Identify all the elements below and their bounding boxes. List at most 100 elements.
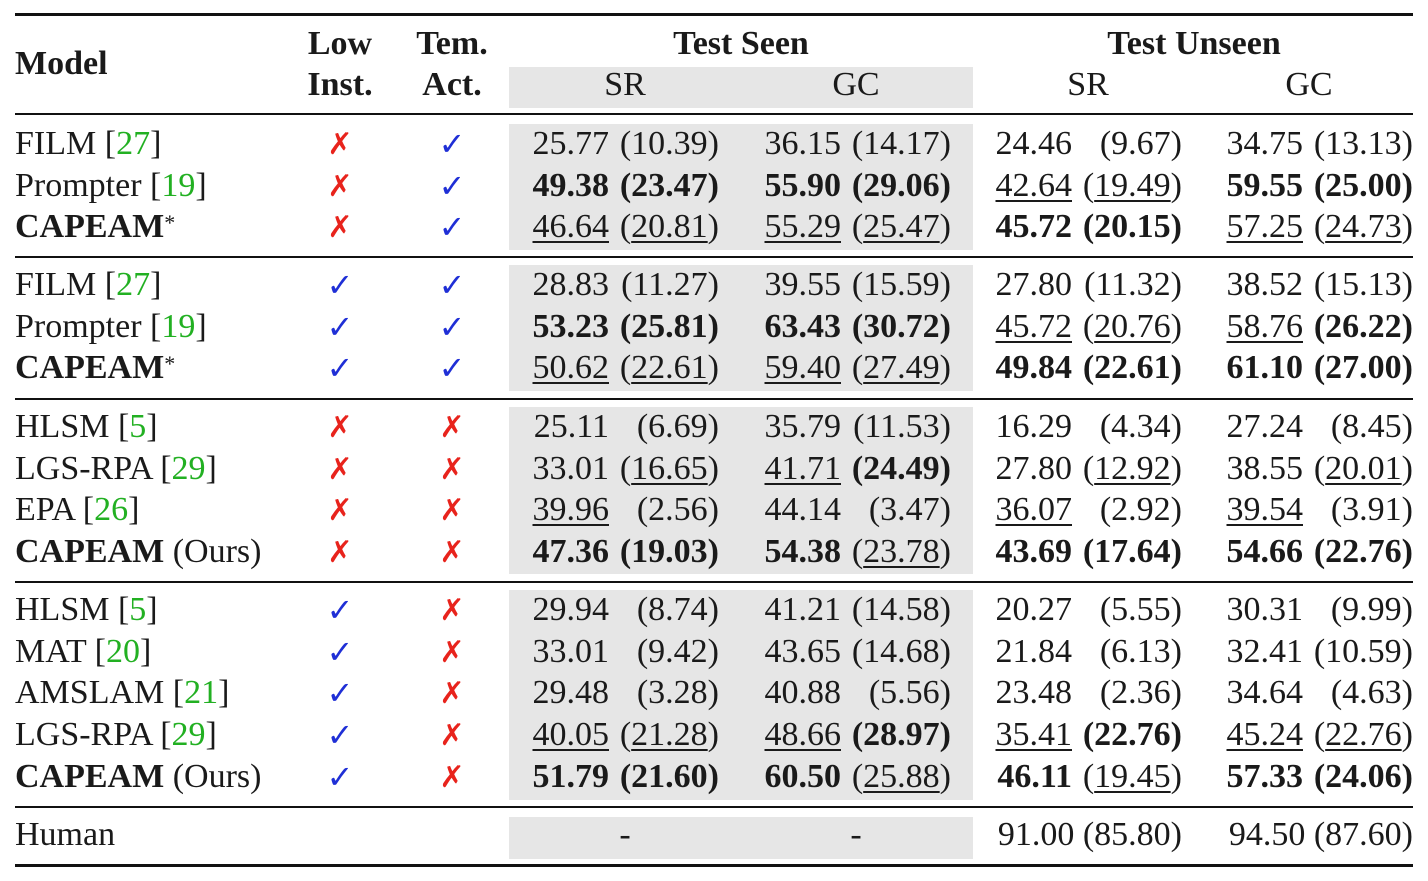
model-name: LGS-RPA [29] bbox=[15, 715, 217, 755]
model-name: FILM [27] bbox=[15, 265, 161, 305]
cross-icon: ✗ bbox=[327, 493, 353, 528]
value-number: 53.23 bbox=[532, 308, 610, 345]
paren-value: 25.47 bbox=[863, 208, 940, 245]
citation-link[interactable]: 29 bbox=[171, 716, 206, 753]
value-number: 45.24 bbox=[1226, 716, 1304, 753]
cell-value: 23.48 bbox=[996, 673, 1073, 713]
test-seen-shade-group-3 bbox=[509, 407, 973, 574]
paren-open: ( bbox=[1099, 674, 1112, 711]
citation-link[interactable]: 5 bbox=[129, 408, 147, 445]
check-icon: ✓ bbox=[438, 308, 466, 346]
citation-link[interactable]: 26 bbox=[94, 491, 129, 528]
model-name: EPA [26] bbox=[15, 490, 139, 530]
cell-value: 48.66 bbox=[765, 715, 842, 755]
paren-open: ( bbox=[1313, 266, 1326, 303]
paren-open: ( bbox=[851, 167, 864, 204]
paren-open: ( bbox=[851, 633, 864, 670]
low-inst-mark: ✗ bbox=[290, 166, 390, 207]
paren-close: ) bbox=[1401, 674, 1413, 711]
paren-close: ) bbox=[1170, 266, 1182, 303]
value-number: 33.01 bbox=[532, 450, 610, 487]
low-inst-mark: ✗ bbox=[290, 532, 390, 573]
value-number: 35.79 bbox=[764, 408, 842, 445]
value-number: 27.24 bbox=[1226, 408, 1304, 445]
paren-close: ) bbox=[1401, 758, 1413, 795]
paren-open: ( bbox=[851, 758, 864, 795]
paren-close: ) bbox=[1401, 167, 1413, 204]
check-icon: ✓ bbox=[326, 308, 354, 346]
paren-open: ( bbox=[619, 125, 632, 162]
paren-open: ( bbox=[1313, 349, 1326, 386]
value-number: 27.80 bbox=[995, 450, 1073, 487]
value-number: 45.72 bbox=[995, 308, 1073, 345]
cell-paren: (21.28) bbox=[620, 715, 719, 755]
value-number: 34.64 bbox=[1226, 674, 1304, 711]
cell-value: 45.72 bbox=[996, 307, 1073, 347]
cell-paren: (5.56) bbox=[869, 673, 951, 713]
value-number: 47.36 bbox=[532, 533, 610, 570]
model-name: CAPEAM (Ours) bbox=[15, 757, 261, 797]
cell-value: 41.71 bbox=[765, 449, 842, 489]
value-number: 39.96 bbox=[532, 491, 610, 528]
citation-link[interactable]: 27 bbox=[116, 125, 151, 162]
cell-value: 45.24 bbox=[1227, 715, 1304, 755]
seen-gc-cell: - bbox=[776, 815, 936, 855]
paren-close: ) bbox=[939, 591, 951, 628]
cell-paren: (23.78) bbox=[852, 532, 951, 572]
paren-close: ) bbox=[1401, 533, 1413, 570]
paren-value: 5.55 bbox=[1111, 591, 1171, 628]
paren-value: 11.32 bbox=[1095, 266, 1171, 303]
cell-paren: (2.56) bbox=[637, 490, 719, 530]
low-inst-mark: ✓ bbox=[290, 265, 390, 306]
model-label: Human bbox=[15, 816, 116, 853]
cell-paren: (19.45) bbox=[1083, 757, 1182, 797]
citation-link[interactable]: 5 bbox=[129, 591, 147, 628]
tem-act-mark: ✗ bbox=[400, 407, 504, 448]
citation-link[interactable]: 20 bbox=[106, 633, 140, 670]
ours-label: (Ours) bbox=[172, 533, 262, 570]
cell-paren: (3.28) bbox=[637, 673, 719, 713]
check-icon: ✓ bbox=[326, 349, 354, 387]
value-number: 58.76 bbox=[1226, 308, 1304, 345]
cell-value: 27.24 bbox=[1227, 407, 1304, 447]
paren-close: ) bbox=[707, 591, 719, 628]
ref-bracket-open: [ bbox=[82, 491, 95, 528]
cross-icon: ✗ bbox=[327, 127, 353, 162]
paren-value: 22.76 bbox=[1094, 716, 1171, 753]
citation-link[interactable]: 19 bbox=[161, 167, 196, 204]
paren-value: 11.53 bbox=[864, 408, 940, 445]
paren-open: ( bbox=[636, 491, 649, 528]
test-seen-shade-group-1 bbox=[509, 124, 973, 250]
cell-paren: (4.34) bbox=[1100, 407, 1182, 447]
tem-act-mark: ✗ bbox=[400, 757, 504, 798]
citation-link[interactable]: 21 bbox=[184, 674, 219, 711]
paren-open: ( bbox=[1330, 591, 1343, 628]
paren-value: 14.68 bbox=[863, 633, 940, 670]
ref-bracket-open: [ bbox=[150, 167, 162, 204]
asterisk: * bbox=[164, 351, 176, 376]
paren-close: ) bbox=[1170, 450, 1182, 487]
cell-paren: (28.97) bbox=[852, 715, 951, 755]
paren-close: ) bbox=[1170, 167, 1182, 204]
cross-icon: ✗ bbox=[327, 535, 353, 570]
cell-value: 49.84 bbox=[996, 348, 1073, 388]
ref-bracket-close: ] bbox=[146, 408, 158, 445]
tem-act-mark: ✓ bbox=[400, 207, 504, 248]
paren-close: ) bbox=[707, 125, 719, 162]
citation-link[interactable]: 19 bbox=[161, 308, 196, 345]
cell-value: 20.27 bbox=[996, 590, 1073, 630]
citation-link[interactable]: 29 bbox=[171, 450, 206, 487]
cell-paren: (10.59) bbox=[1314, 632, 1413, 672]
citation-link[interactable]: 27 bbox=[116, 266, 151, 303]
cell-value: 27.80 bbox=[996, 265, 1073, 305]
paren-close: ) bbox=[1401, 716, 1413, 753]
paren-value: 9.99 bbox=[1342, 591, 1402, 628]
cell-value: 55.29 bbox=[765, 207, 842, 247]
ref-bracket-open: [ bbox=[117, 591, 130, 628]
paren-open: ( bbox=[1082, 349, 1095, 386]
value-number: 41.21 bbox=[764, 591, 842, 628]
value-number: 43.65 bbox=[764, 633, 842, 670]
cell-value: 43.69 bbox=[996, 532, 1073, 572]
value-number: 40.88 bbox=[764, 674, 842, 711]
cell-value: 47.36 bbox=[533, 532, 610, 572]
